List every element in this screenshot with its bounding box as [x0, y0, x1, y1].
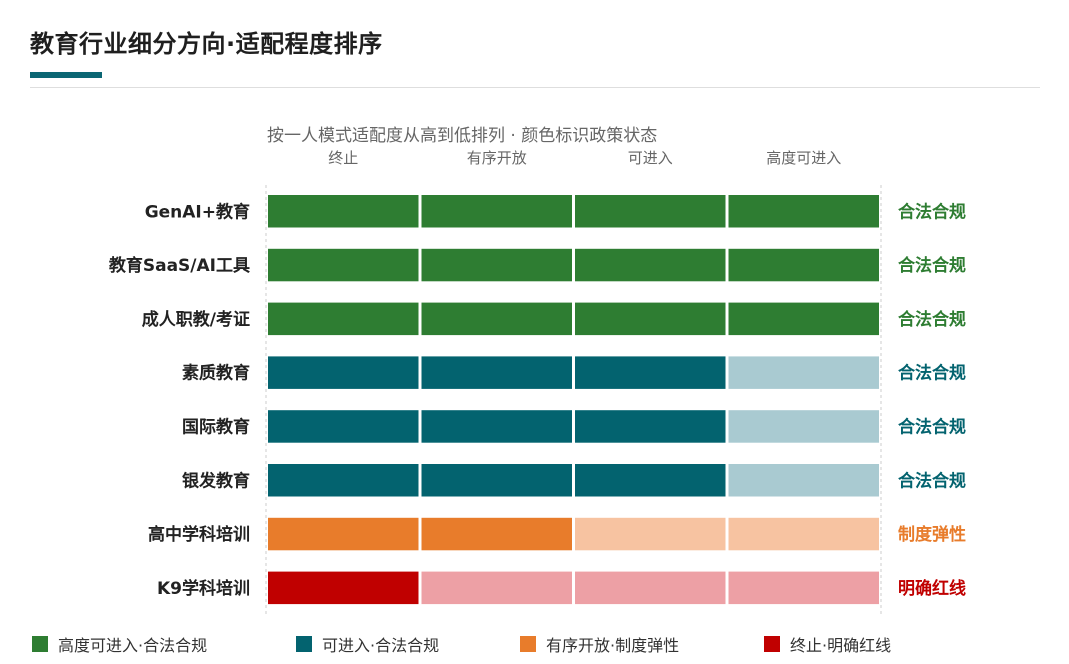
- column-header: 有序开放: [467, 149, 527, 167]
- legend-label: 终止·明确红线: [790, 636, 892, 655]
- bar-cell: [575, 248, 726, 282]
- row-label: 素质教育: [182, 363, 250, 384]
- bar-cell: [728, 571, 879, 605]
- header-divider: [30, 87, 1040, 88]
- bar-cell: [268, 356, 419, 389]
- bar-cell: [268, 248, 419, 282]
- bar-cell: [268, 410, 419, 443]
- bar-cell: [268, 464, 419, 497]
- legend-swatch: [296, 636, 312, 652]
- chart-subtitle: 按一人模式适配度从高到低排列 · 颜色标识政策状态: [267, 126, 658, 146]
- title-accent-bar: [30, 72, 102, 78]
- chart-legend: 高度可进入·合法合规 可进入·合法合规 有序开放·制度弹性 终止·明确红线: [0, 632, 1069, 656]
- bar-cell: [728, 248, 879, 282]
- legend-swatch: [764, 636, 780, 652]
- bar-cell: [575, 464, 726, 497]
- bar-cell: [421, 248, 572, 282]
- row-label: 教育SaaS/AI工具: [108, 255, 250, 276]
- bar-cell: [268, 302, 419, 336]
- page-title: 教育行业细分方向·适配程度排序: [30, 30, 383, 58]
- bar-cell: [728, 464, 879, 497]
- status-label: 合法合规: [898, 363, 966, 384]
- status-label: 合法合规: [898, 470, 966, 491]
- row-label: 高中学科培训: [148, 524, 250, 545]
- bar-cell: [728, 356, 879, 389]
- status-label: 合法合规: [898, 416, 966, 437]
- bar-cell: [575, 571, 726, 605]
- row-label: 国际教育: [182, 416, 250, 437]
- bar-cell: [728, 195, 879, 228]
- bar-cell: [421, 464, 572, 497]
- bar-cell: [421, 410, 572, 443]
- bar-cell: [421, 571, 572, 605]
- column-header: 终止: [328, 149, 358, 167]
- legend-label: 可进入·合法合规: [322, 636, 440, 655]
- bar-cell: [421, 356, 572, 389]
- bar-cell: [575, 302, 726, 336]
- legend-item: 可进入·合法合规: [296, 632, 439, 656]
- row-label: GenAI+教育: [145, 201, 250, 222]
- bar-cell: [728, 410, 879, 443]
- row-label: 银发教育: [182, 470, 250, 491]
- row-label: 成人职教/考证: [142, 309, 250, 330]
- bar-cell: [268, 517, 419, 551]
- legend-swatch: [32, 636, 48, 652]
- column-header: 高度可进入: [766, 149, 841, 167]
- bar-cell: [421, 517, 572, 551]
- bar-cell: [728, 517, 879, 551]
- bar-cell: [575, 517, 726, 551]
- bar-cell: [268, 195, 419, 228]
- legend-item: 终止·明确红线: [764, 632, 891, 656]
- status-label: 明确红线: [898, 578, 966, 599]
- row-label: K9学科培训: [157, 578, 250, 599]
- column-header: 可进入: [628, 149, 673, 167]
- bar-cell: [575, 356, 726, 389]
- bar-cell: [268, 571, 419, 605]
- bar-cell: [575, 195, 726, 228]
- status-label: 合法合规: [898, 309, 966, 330]
- bar-cell: [728, 302, 879, 336]
- status-label: 合法合规: [898, 201, 966, 222]
- bar-cell: [421, 195, 572, 228]
- legend-label: 高度可进入·合法合规: [58, 636, 208, 655]
- status-label: 制度弹性: [898, 524, 966, 545]
- legend-item: 高度可进入·合法合规: [32, 632, 207, 656]
- legend-item: 有序开放·制度弹性: [520, 632, 679, 656]
- bar-cell: [575, 410, 726, 443]
- legend-swatch: [520, 636, 536, 652]
- legend-label: 有序开放·制度弹性: [546, 636, 680, 655]
- bar-cell: [421, 302, 572, 336]
- status-label: 合法合规: [898, 255, 966, 276]
